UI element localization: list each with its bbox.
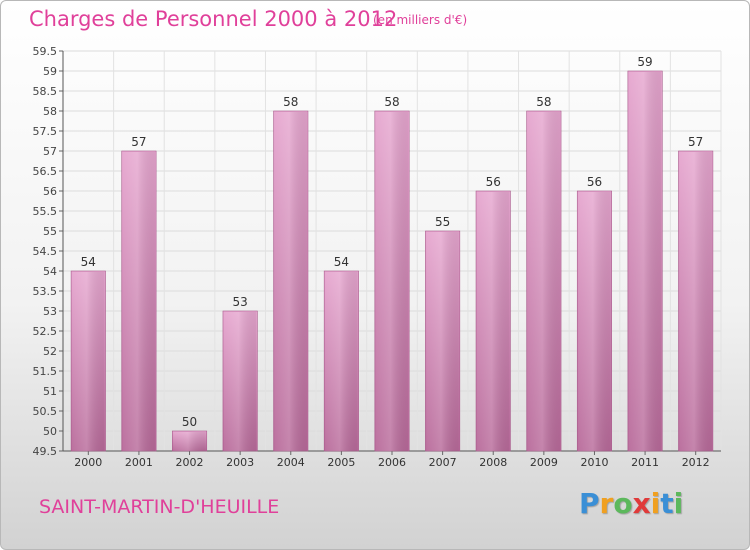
bar-highlight [426, 232, 459, 451]
brand-letter: o [613, 487, 633, 520]
commune-name: SAINT-MARTIN-D'HEUILLE [39, 496, 280, 518]
data-label: 57 [688, 135, 703, 149]
y-tick-label: 51.5 [33, 365, 58, 378]
bar-highlight [173, 432, 206, 451]
data-label: 50 [182, 415, 197, 429]
y-tick-label: 53 [43, 305, 57, 318]
data-label: 55 [435, 215, 450, 229]
chart-title: Charges de Personnel 2000 à 2012 [29, 7, 398, 31]
y-tick-label: 55 [43, 225, 57, 238]
y-tick-label: 56 [43, 185, 57, 198]
brand-letter: i [673, 487, 684, 520]
bar-highlight [477, 192, 510, 451]
data-label: 54 [81, 255, 96, 269]
bar-highlight [223, 312, 257, 451]
data-label: 56 [587, 175, 602, 189]
y-tick-label: 58 [43, 105, 57, 118]
x-tick-label: 2005 [327, 456, 355, 469]
x-tick-label: 2001 [125, 456, 153, 469]
y-tick-label: 58.5 [33, 85, 58, 98]
x-tick-label: 2007 [429, 456, 457, 469]
y-tick-label: 57.5 [33, 125, 58, 138]
data-label: 58 [384, 95, 399, 109]
bar-highlight [325, 272, 358, 451]
x-tick-label: 2004 [277, 456, 305, 469]
data-label: 59 [637, 55, 652, 69]
data-label: 54 [334, 255, 349, 269]
proxiti-logo: Proxiti [579, 487, 683, 520]
bar-highlight [628, 72, 662, 451]
bar-highlight [72, 272, 105, 451]
y-tick-label: 59 [43, 65, 57, 78]
chart-subtitle: (en milliers d'€) [373, 13, 468, 27]
brand-letter: i [650, 487, 661, 520]
x-tick-label: 2010 [580, 456, 608, 469]
data-label: 58 [536, 95, 551, 109]
data-label: 58 [283, 95, 298, 109]
x-tick-label: 2009 [530, 456, 558, 469]
brand-letter: r [599, 487, 614, 520]
y-tick-label: 52 [43, 345, 57, 358]
bar-highlight [122, 152, 156, 451]
y-tick-label: 51 [43, 385, 57, 398]
bar-highlight [679, 152, 712, 451]
x-tick-label: 2012 [682, 456, 710, 469]
x-tick-label: 2003 [226, 456, 254, 469]
x-tick-label: 2011 [631, 456, 659, 469]
y-tick-label: 55.5 [33, 205, 58, 218]
y-tick-label: 57 [43, 145, 57, 158]
data-label: 53 [233, 295, 248, 309]
y-tick-label: 50 [43, 425, 57, 438]
brand-letter: P [579, 487, 600, 520]
y-tick-label: 49.5 [33, 445, 58, 458]
bar-highlight [527, 112, 561, 451]
y-tick-label: 54.5 [33, 245, 58, 258]
data-label: 56 [486, 175, 501, 189]
y-tick-label: 50.5 [33, 405, 58, 418]
brand-letter: t [660, 487, 674, 520]
x-tick-label: 2002 [176, 456, 204, 469]
bar-highlight [578, 192, 611, 451]
bar-highlight [375, 112, 409, 451]
brand-letter: x [632, 487, 651, 520]
x-tick-label: 2000 [74, 456, 102, 469]
y-tick-label: 52.5 [33, 325, 58, 338]
y-tick-label: 54 [43, 265, 57, 278]
bar-highlight [274, 112, 307, 451]
x-tick-label: 2006 [378, 456, 406, 469]
y-tick-label: 53.5 [33, 285, 58, 298]
x-tick-label: 2008 [479, 456, 507, 469]
y-tick-label: 56.5 [33, 165, 58, 178]
y-tick-label: 59.5 [33, 45, 58, 58]
data-label: 57 [131, 135, 146, 149]
